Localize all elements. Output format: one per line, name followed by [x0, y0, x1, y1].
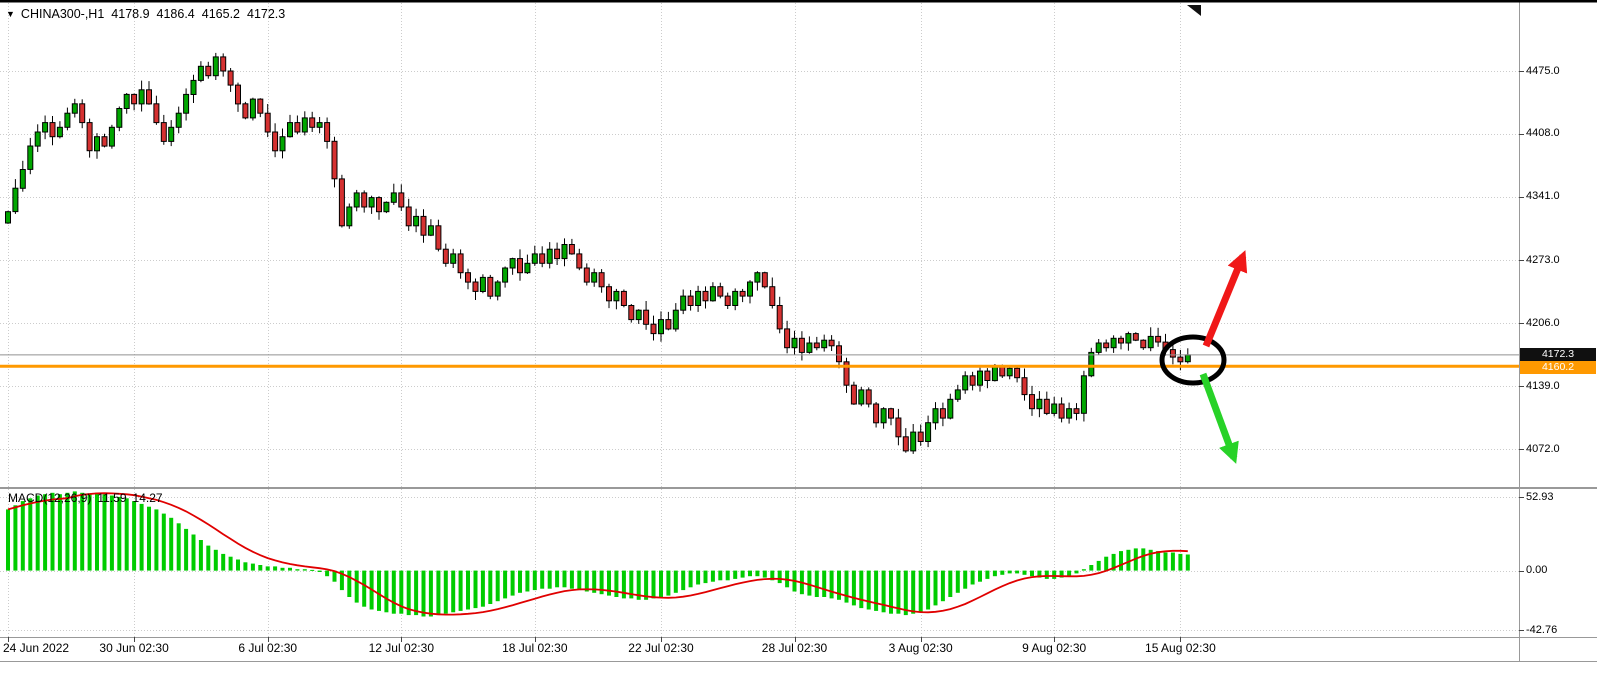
- macd-signal-line: [7, 492, 1188, 616]
- pane-separators: [0, 2, 1597, 662]
- time-axis-label: 9 Aug 02:30: [1022, 641, 1087, 655]
- price-axis-label: 4273.0: [1526, 254, 1560, 266]
- macd-histogram: [6, 491, 1190, 617]
- ohlc-close: 4172.3: [247, 7, 286, 21]
- price-axis-label: 4072.0: [1526, 442, 1560, 455]
- price-axis-label: 4139.0: [1526, 379, 1560, 392]
- time-axis-label: 3 Aug 02:30: [888, 641, 953, 655]
- time-axis-label: 28 Jul 02:30: [761, 641, 828, 655]
- macd-axis-label: -42.76: [1526, 623, 1558, 636]
- symbol-triangle-icon: ▼: [6, 9, 15, 19]
- window-top-border: [0, 0, 1597, 3]
- time-axis-label: 18 Jul 02:30: [502, 641, 568, 655]
- macd-name: MACD(12,26,9): [8, 491, 92, 505]
- current-price-badge: 4172.3: [1520, 348, 1596, 362]
- chart-header: ▼ CHINA300-,H1 4178.9 4186.4 4165.2 4172…: [6, 7, 285, 21]
- macd-value: 11.59: [97, 491, 127, 505]
- macd-indicator-label: MACD(12,26,9) 11.59 14.27: [8, 491, 163, 505]
- down-arrow[interactable]: [1199, 372, 1239, 464]
- macd-axis-label: 52.93: [1526, 490, 1554, 503]
- ohlc-open: 4178.9: [111, 7, 150, 21]
- macd-signal-value: 14.27: [132, 491, 163, 505]
- axis-tick-marks: [8, 71, 1524, 642]
- up-arrow[interactable]: [1202, 250, 1248, 348]
- price-axis-label: 4408.0: [1526, 127, 1560, 140]
- ohlc-high: 4186.4: [156, 7, 195, 21]
- chart-shift-marker-icon: [1187, 5, 1201, 16]
- price-axis-label: 4475.0: [1526, 64, 1560, 77]
- orange-level-badge: 4160.2: [1520, 360, 1596, 374]
- highlight-ellipse[interactable]: [1159, 334, 1227, 386]
- time-axis-label: 15 Aug 02:30: [1145, 641, 1216, 655]
- macd-axis-label: 0.00: [1526, 564, 1548, 577]
- time-axis-label: 6 Jul 02:30: [238, 641, 298, 655]
- time-axis-label: 24 Jun 2022: [3, 641, 70, 655]
- time-axis-label: 30 Jun 02:30: [99, 641, 169, 655]
- symbol-period-label: CHINA300-,H1: [20, 7, 105, 21]
- time-axis-label: 12 Jul 02:30: [368, 641, 434, 655]
- candlesticks: [5, 52, 1191, 454]
- ohlc-low: 4165.2: [201, 7, 240, 21]
- price-axis-label: 4206.0: [1526, 316, 1560, 329]
- time-axis-label: 22 Jul 02:30: [628, 641, 694, 655]
- price-axis-label: 4341.0: [1526, 190, 1560, 203]
